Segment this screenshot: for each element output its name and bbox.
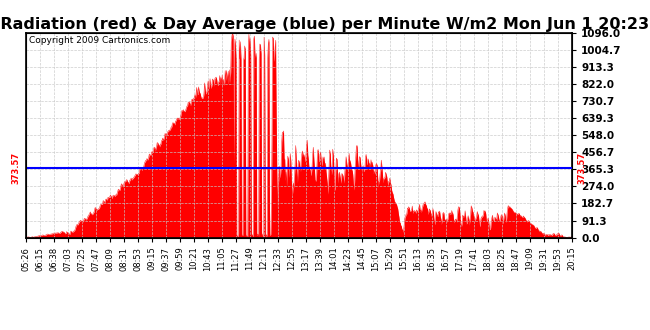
Text: Copyright 2009 Cartronics.com: Copyright 2009 Cartronics.com (29, 36, 170, 45)
Title: Solar Radiation (red) & Day Average (blue) per Minute W/m2 Mon Jun 1 20:23: Solar Radiation (red) & Day Average (blu… (0, 17, 649, 32)
Text: 373.57: 373.57 (577, 152, 586, 184)
Text: 373.57: 373.57 (12, 152, 21, 184)
